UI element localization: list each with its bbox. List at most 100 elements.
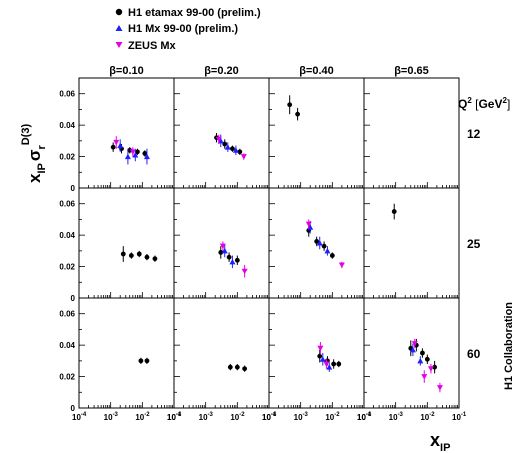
marker-circle — [336, 361, 342, 367]
h1-etamax-point — [230, 145, 235, 152]
y-axis-title-d3: D(3) — [20, 123, 32, 145]
marker-triangle-up — [229, 258, 236, 265]
panel-frame — [173, 77, 270, 189]
h1-etamax-point — [331, 359, 337, 369]
legend-marker-zeus-mx — [115, 42, 123, 48]
x-tick-label: 10-3 — [104, 412, 119, 422]
x-tick-label: 10-2 — [135, 412, 150, 422]
beta-label: β=0.65 — [394, 65, 429, 77]
marker-circle — [314, 239, 320, 244]
h1-mx-point — [221, 244, 228, 258]
marker-circle — [321, 243, 327, 249]
marker-triangle-up — [124, 153, 131, 160]
panels: 0 0.02 0.04 0.06 0 0.02 0.04 0.06 0 0.02 0.04 0.06 1… — [59, 65, 480, 422]
marker-triangle-up — [417, 357, 424, 364]
marker-circle — [287, 102, 293, 108]
y-tick-label: 0 — [71, 294, 76, 303]
x-tick-label: 10-2 — [325, 412, 340, 422]
y-tick-label: 0.02 — [59, 263, 75, 272]
legend-label-h1-etamax: H1 etamax 99-00 (prelim.) — [128, 7, 261, 19]
marker-circle — [127, 147, 133, 153]
x-tick-label: 10-4 — [262, 412, 277, 422]
x-tick-label: 10-4 — [167, 412, 182, 422]
marker-circle — [237, 149, 243, 155]
panel-frame — [78, 77, 175, 189]
marker-circle — [222, 141, 228, 147]
panel-frame — [173, 297, 270, 409]
h1-etamax-point — [218, 246, 224, 259]
marker-circle — [142, 151, 148, 156]
marker-triangle-down — [436, 385, 443, 391]
h1-etamax-point — [314, 236, 320, 247]
panel-frame — [78, 187, 175, 299]
y-axis-title: xIP σr D(3) — [20, 123, 48, 183]
panel-frame — [363, 187, 460, 299]
panel-frame — [268, 77, 365, 189]
h1-etamax-point — [237, 148, 243, 155]
h1-etamax-point — [144, 254, 150, 261]
zeus-mx-point — [338, 261, 345, 269]
marker-triangle-up — [316, 240, 323, 246]
zeus-mx-point — [323, 359, 330, 369]
panel-frame — [363, 297, 460, 409]
y-axis-title-x: x — [25, 173, 44, 183]
marker-triangle-up — [117, 142, 124, 149]
h1-mx-point — [124, 148, 131, 165]
h1-mx-point — [324, 246, 331, 256]
y-tick-label: 0.02 — [59, 153, 75, 162]
marker-circle — [234, 364, 240, 370]
zeus-mx-point — [240, 153, 247, 160]
legend: H1 etamax 99-00 (prelim.) H1 Mx 99-00 (p… — [115, 7, 261, 52]
x-tick-label: 10-3 — [294, 412, 309, 422]
marker-circle — [432, 364, 438, 370]
panel-frame — [363, 77, 460, 189]
y-axis-title-sigma: σ — [25, 149, 44, 161]
x-tick-label: 10-2 — [420, 412, 435, 422]
marker-circle — [136, 251, 142, 257]
h1-etamax-point — [336, 360, 342, 368]
h1-etamax-point — [317, 349, 323, 363]
x-tick-label: 10-1 — [452, 412, 467, 422]
zeus-mx-point — [317, 342, 324, 355]
h1-mx-point — [316, 236, 323, 250]
beta-label: β=0.20 — [204, 65, 239, 77]
h1-etamax-point — [391, 203, 397, 220]
h1-etamax-point — [152, 255, 158, 262]
y-tick-label: 0 — [71, 404, 76, 413]
x-tick-label: 10-2 — [230, 412, 245, 422]
q2-row-label: 12 — [467, 127, 481, 141]
marker-triangle-up — [224, 144, 231, 150]
h1-etamax-point — [329, 252, 335, 259]
panel-frame — [173, 187, 270, 299]
h1-etamax-point — [120, 246, 126, 262]
marker-triangle-up — [221, 247, 228, 254]
q2-row-label: 60 — [467, 347, 481, 361]
x-tick-label: 10-1 — [167, 412, 182, 422]
zeus-mx-point — [241, 265, 248, 278]
y-tick-label: 0 — [71, 184, 76, 193]
zeus-mx-point — [421, 370, 428, 383]
marker-triangle-down — [427, 366, 434, 372]
collaboration-label: H1 Collaboration — [503, 302, 515, 390]
marker-triangle-down — [219, 243, 226, 250]
h1-mx-point — [224, 142, 231, 152]
marker-circle — [226, 254, 232, 260]
marker-triangle-up — [409, 346, 416, 353]
h1-mx-point — [117, 139, 124, 152]
x-tick-label: 10-3 — [389, 412, 404, 422]
h1-etamax-point — [127, 147, 133, 154]
marker-triangle-up — [132, 152, 139, 158]
x-tick-label: 10-3 — [199, 412, 214, 422]
marker-triangle-down — [411, 341, 418, 347]
zeus-mx-point — [436, 382, 443, 393]
marker-circle — [152, 256, 158, 262]
h1-mx-point — [417, 356, 424, 366]
q2-header: Q2 [GeV2] — [458, 96, 510, 111]
beta-label: β=0.10 — [109, 65, 144, 77]
zeus-mx-point — [411, 338, 418, 349]
marker-circle — [242, 366, 248, 372]
h1-etamax-point — [138, 357, 144, 364]
legend-label-h1-mx: H1 Mx 99-00 (prelim.) — [128, 23, 238, 35]
y-tick-label: 0.04 — [59, 121, 75, 130]
